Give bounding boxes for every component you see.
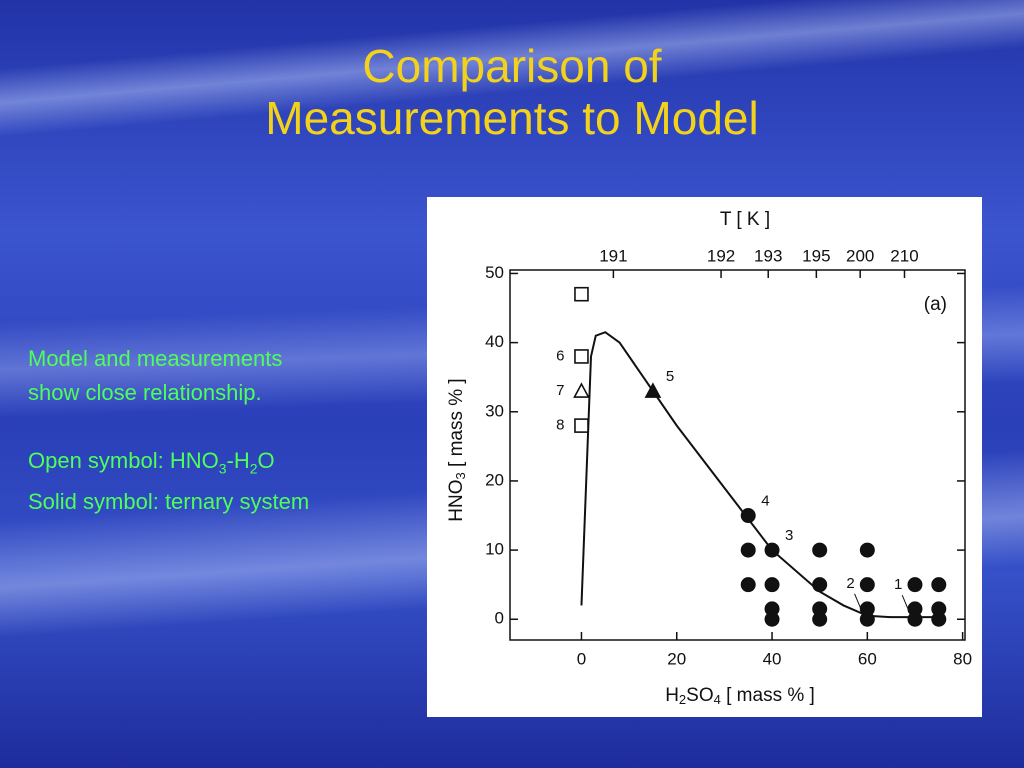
- x2-tick-label: 195: [802, 246, 830, 265]
- text-line: show close relationship.: [28, 380, 262, 405]
- text: H: [665, 685, 679, 706]
- circle: [764, 577, 780, 593]
- text: O: [257, 448, 275, 473]
- circle: [859, 542, 875, 558]
- slide-text: Model and measurements show close relati…: [28, 342, 309, 519]
- text: 3: [453, 472, 468, 479]
- slide-title: Comparison of Measurements to Model: [0, 40, 1024, 144]
- y-tick-label: 10: [485, 540, 504, 559]
- circle: [907, 577, 923, 593]
- text: [ mass % ]: [446, 378, 467, 472]
- x-tick-label: 60: [858, 649, 877, 668]
- x2-tick-label: 200: [846, 246, 874, 265]
- circle: [812, 577, 828, 593]
- point-label: 6: [556, 347, 564, 364]
- text-line: Model and measurements: [28, 346, 283, 371]
- title-line: Measurements to Model: [265, 92, 759, 144]
- point-label: 5: [666, 368, 674, 385]
- open-square: [574, 418, 589, 433]
- text: [ mass % ]: [721, 685, 815, 706]
- model-line: [580, 331, 939, 619]
- circle: [812, 611, 828, 627]
- circle: [931, 611, 947, 627]
- open-note: Open symbol: HNO3-H2O: [28, 444, 309, 485]
- circle: [931, 577, 947, 593]
- circle: [740, 577, 756, 593]
- circle: [907, 611, 923, 627]
- y-tick-label: 0: [495, 609, 504, 628]
- y-axis-label: HNO3 [ mass % ]: [446, 378, 468, 521]
- x-tick-label: 0: [577, 649, 586, 668]
- chart: T [ K ] (a) H2SO4 [ mass % ] HNO3 [ mass…: [446, 209, 972, 707]
- text: HNO: [446, 479, 467, 521]
- text: 2: [249, 460, 258, 477]
- circle: [812, 542, 828, 558]
- x-tick-label: 40: [763, 649, 782, 668]
- title-line: Comparison of: [362, 40, 662, 92]
- open-square: [574, 349, 589, 364]
- x2-tick-label: 191: [599, 246, 627, 265]
- circle: [740, 508, 756, 524]
- triangle: [573, 382, 590, 398]
- panel-label: (a): [924, 294, 947, 315]
- point-label: 8: [556, 417, 564, 434]
- x2-tick-label: 210: [890, 246, 918, 265]
- text: 2: [679, 692, 686, 707]
- y-tick-label: 20: [485, 470, 504, 489]
- circle: [764, 542, 780, 558]
- leader-line: [854, 593, 864, 613]
- circle: [740, 542, 756, 558]
- text: Open symbol: HNO: [28, 448, 219, 473]
- open-square: [574, 286, 589, 302]
- plot-frame: [509, 269, 966, 641]
- x-tick-label: 80: [953, 649, 972, 668]
- x-axis-label: H2SO4 [ mass % ]: [665, 685, 815, 707]
- triangle: [644, 382, 662, 398]
- text: -H: [226, 448, 250, 473]
- annotation: 1: [894, 576, 902, 593]
- leader-line: [901, 594, 911, 615]
- y-tick-label: 30: [485, 401, 504, 420]
- circle: [764, 611, 780, 627]
- x2-axis-label: T [ K ]: [720, 209, 770, 230]
- chart-panel: T [ K ] (a) H2SO4 [ mass % ] HNO3 [ mass…: [427, 197, 982, 717]
- y-tick-label: 50: [485, 263, 504, 282]
- text: SO: [686, 685, 713, 706]
- annotation: 2: [846, 575, 854, 592]
- point-label: 3: [785, 527, 793, 544]
- y-tick-label: 40: [485, 332, 504, 351]
- point-label: 7: [556, 382, 564, 399]
- x2-tick-label: 193: [754, 246, 782, 265]
- circle: [859, 611, 875, 627]
- text: 3: [218, 460, 227, 477]
- x2-tick-label: 192: [707, 246, 735, 265]
- x-tick-label: 20: [667, 649, 686, 668]
- solid-note: Solid symbol: ternary system: [28, 489, 310, 515]
- text: 4: [714, 692, 721, 707]
- point-label: 4: [761, 492, 769, 509]
- circle: [859, 577, 875, 593]
